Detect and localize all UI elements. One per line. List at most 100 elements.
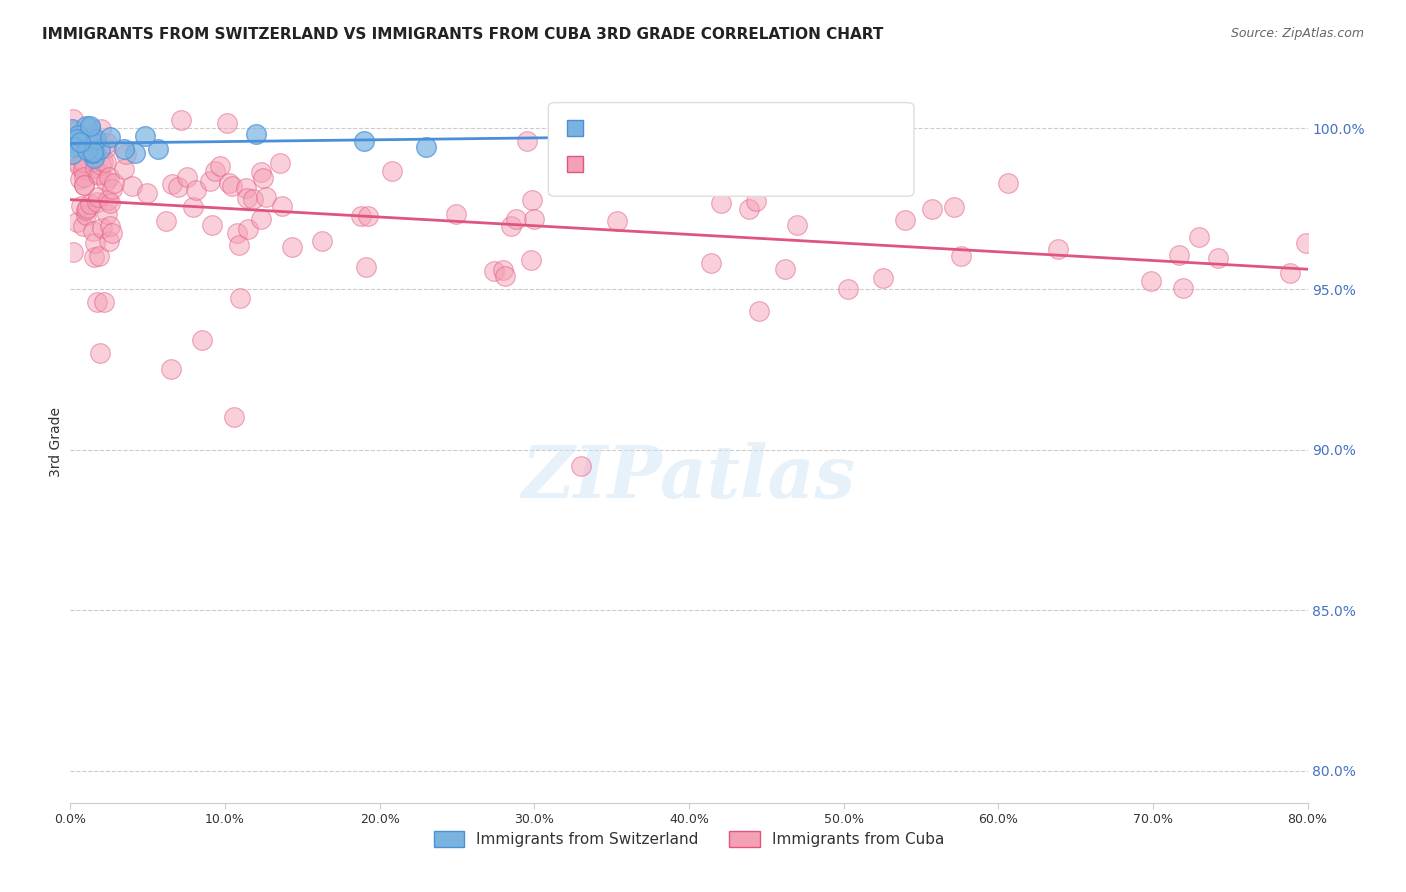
Point — [499, 219, 522, 234]
Point — [921, 202, 943, 217]
Point — [76, 201, 98, 215]
Point — [83, 151, 105, 165]
Point — [103, 177, 125, 191]
Point — [60, 147, 83, 161]
Point — [93, 295, 115, 310]
Point — [215, 116, 238, 130]
Point — [79, 120, 101, 135]
Point — [87, 190, 110, 204]
Point — [96, 140, 118, 154]
Point — [872, 271, 894, 285]
Point — [281, 240, 304, 254]
Point — [494, 269, 516, 284]
Point — [710, 195, 733, 210]
Point — [86, 195, 108, 210]
Point — [738, 202, 761, 216]
Point — [198, 173, 221, 187]
Point — [73, 178, 96, 193]
Point — [67, 138, 90, 153]
Point — [66, 132, 89, 146]
Point — [209, 159, 232, 173]
Point — [66, 128, 89, 143]
Point — [569, 458, 592, 473]
Point — [72, 219, 94, 234]
Point — [1171, 281, 1194, 295]
Point — [950, 249, 973, 263]
Point — [228, 238, 250, 252]
Point — [1279, 266, 1302, 280]
Point — [75, 208, 97, 222]
Point — [1188, 229, 1211, 244]
Point — [62, 245, 84, 260]
Point — [311, 234, 333, 248]
Point — [250, 212, 273, 227]
Point — [90, 158, 112, 172]
Point — [773, 261, 796, 276]
Point — [77, 129, 100, 144]
Point — [72, 162, 94, 177]
Point — [444, 206, 467, 220]
Point — [69, 172, 91, 186]
Point — [792, 168, 814, 182]
Point — [204, 163, 226, 178]
Text: R =  0.357    N =  29: R = 0.357 N = 29 — [591, 125, 779, 143]
Point — [98, 129, 121, 144]
Point — [98, 195, 121, 210]
Point — [62, 122, 84, 136]
Point — [83, 161, 105, 175]
Point — [98, 219, 121, 234]
Point — [97, 170, 120, 185]
Point — [170, 113, 193, 128]
Point — [83, 251, 105, 265]
Point — [254, 190, 277, 204]
Point — [997, 176, 1019, 190]
Point — [218, 177, 240, 191]
Point — [894, 213, 917, 227]
Point — [786, 218, 808, 232]
Point — [269, 155, 291, 169]
Point — [89, 346, 111, 360]
Point — [516, 134, 538, 148]
Point — [221, 179, 243, 194]
Point — [69, 136, 91, 150]
Point — [114, 147, 136, 161]
Point — [96, 155, 118, 169]
Point — [837, 282, 859, 296]
Point — [222, 410, 245, 425]
Point — [181, 200, 204, 214]
Point — [155, 214, 177, 228]
Point — [353, 135, 375, 149]
Point — [245, 128, 267, 142]
Point — [136, 186, 159, 201]
Point — [75, 203, 97, 218]
Point — [1167, 248, 1189, 262]
Point — [236, 191, 259, 205]
Point — [745, 194, 768, 208]
Point — [184, 184, 207, 198]
Point — [600, 126, 623, 140]
Point — [520, 193, 543, 207]
Point — [201, 218, 224, 232]
Point — [942, 200, 965, 214]
Point — [349, 209, 371, 223]
Point — [492, 262, 515, 277]
Point — [83, 146, 105, 161]
Point — [91, 221, 114, 235]
Point — [69, 199, 91, 213]
Point — [523, 212, 546, 227]
Point — [520, 252, 543, 267]
Point — [167, 180, 190, 194]
Point — [1206, 251, 1229, 265]
Point — [1295, 235, 1317, 250]
Point — [162, 178, 184, 192]
Point — [1140, 274, 1163, 288]
Text: IMMIGRANTS FROM SWITZERLAND VS IMMIGRANTS FROM CUBA 3RD GRADE CORRELATION CHART: IMMIGRANTS FROM SWITZERLAND VS IMMIGRANT… — [42, 27, 883, 42]
Point — [86, 295, 108, 310]
Point — [83, 136, 105, 150]
Point — [134, 129, 156, 144]
Point — [90, 122, 112, 136]
Point — [79, 197, 101, 211]
Point — [79, 120, 101, 134]
Point — [63, 140, 86, 154]
Point — [73, 178, 96, 193]
